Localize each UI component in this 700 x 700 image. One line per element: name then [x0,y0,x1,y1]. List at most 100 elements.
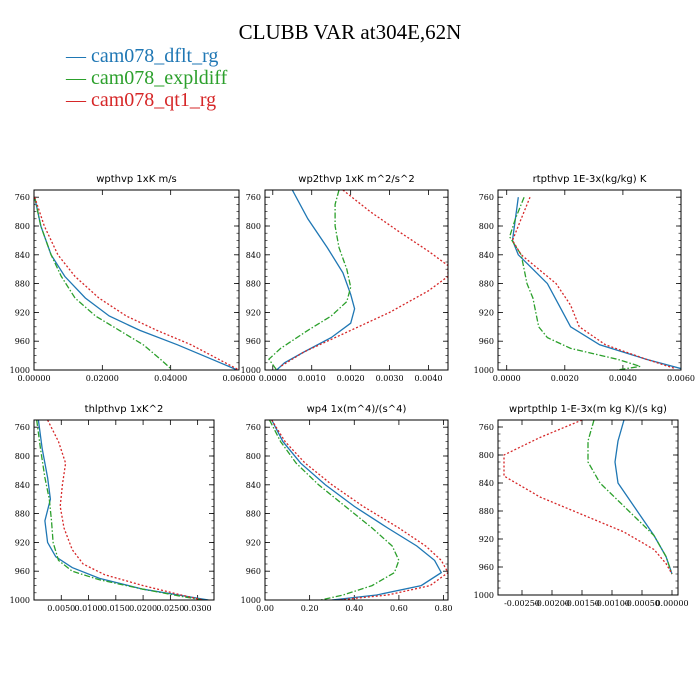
legend-line: — [66,45,91,67]
x-tick-label: 0.06000 [222,374,255,383]
y-tick-label: 1000 [241,366,261,375]
x-tick-label: 0.0020 [337,374,365,383]
y-tick-label: 880 [15,510,30,519]
y-tick-label: 760 [479,423,494,432]
x-tick-label: 0.0100 [75,604,103,613]
panel-6: wprtpthlp 1-E-3x(m kg K)/(s kg) 760 800 840… [474,404,689,608]
series-line-cam078_qt1_rg [503,420,673,575]
y-tick-label: 840 [246,251,261,260]
x-tick-label: 0.0030 [376,374,404,383]
panel-frame [497,189,682,371]
y-tick-label: 760 [246,193,261,202]
panel-title: wprtpthlp 1-E-3x(m kg K)/(s kg) [509,404,667,415]
y-tick-label: 800 [15,452,30,461]
panel-frame [497,419,679,596]
x-tick-label: 0.0000 [493,374,521,383]
y-tick-label: 800 [479,222,494,231]
y-tick-label: 960 [246,567,261,576]
x-tick-label: 0.0040 [415,374,443,383]
x-tick-label: 0.0200 [129,604,157,613]
y-tick-label: 880 [246,510,261,519]
series-line-cam078_dflt_rg [271,420,443,600]
x-tick-label: 0.0050 [47,604,75,613]
x-tick-label: 0.0040 [609,374,637,383]
panel-title: wp4 1x(m^4)/(s^4) [307,404,407,415]
x-tick-label: 0.00000 [17,374,50,383]
y-tick-label: 840 [479,251,494,260]
y-tick-label: 960 [479,337,494,346]
y-tick-label: 760 [15,423,30,432]
panel-frame [33,419,215,601]
panel-3: rtpthvp 1E-3x(kg/kg) K 760 800 840 880 920 960… [474,174,695,383]
x-tick-label: -0.00200 [534,599,570,608]
y-tick-label: 800 [479,451,494,460]
y-tick-label: 880 [479,280,494,289]
series-line-cam078_qt1_rg [34,196,239,370]
x-tick-label: 0.02000 [86,374,119,383]
series-line-cam078_expldiff [268,190,352,370]
panel-frame [264,419,449,601]
x-tick-label: 0.0150 [102,604,130,613]
y-tick-label: 800 [246,222,261,231]
panel-4: thlpthvp 1xK^2 760 800 840 880 920 960 1000 0.00… [10,404,215,613]
y-tick-label: 920 [479,308,494,317]
x-tick-label: 0.0250 [156,604,184,613]
y-tick-label: 1000 [474,591,494,600]
y-tick-label: 920 [15,538,30,547]
y-tick-label: 840 [15,481,30,490]
x-tick-label: -0.00100 [594,599,630,608]
y-tick-label: 760 [246,423,261,432]
legend-label: cam078_qt1_rg [91,89,217,111]
legend-label: cam078_expldiff [91,67,228,89]
y-tick-label: 960 [479,563,494,572]
y-tick-label: 1000 [10,596,30,605]
y-tick-label: 840 [479,479,494,488]
y-tick-label: 840 [246,481,261,490]
x-tick-label: 0.20 [301,604,319,613]
y-tick-label: 1000 [474,366,494,375]
x-tick-label: 0.0000 [259,374,287,383]
series-line-cam078_qt1_rg [271,420,448,600]
x-tick-label: 0.04000 [154,374,187,383]
x-tick-label: 0.0010 [298,374,326,383]
y-tick-label: 760 [15,193,30,202]
y-tick-label: 760 [479,193,494,202]
series-line-cam078_expldiff [36,420,204,600]
panel-frame [33,189,240,371]
y-tick-label: 960 [15,567,30,576]
x-tick-label: 0.00000 [655,599,688,608]
y-tick-label: 960 [246,337,261,346]
legend-entry-dflt: — cam078_dflt_rg [66,45,227,67]
series-line-cam078_qt1_rg [280,190,448,367]
series-line-cam078_qt1_rg [511,196,676,370]
page-title: CLUBB VAR at304E,62N [238,20,462,44]
legend-entry-qt1: — cam078_qt1_rg [66,89,227,111]
legend-label: cam078_dflt_rg [91,45,219,67]
y-tick-label: 920 [246,538,261,547]
y-tick-label: 960 [15,337,30,346]
panel-1: wpthvp 1xK m/s 760 800 840 880 920 960 10000.00… [10,174,256,383]
y-tick-label: 1000 [241,596,261,605]
y-tick-label: 920 [479,535,494,544]
series-line-cam078_dflt_rg [37,420,209,600]
series-line-cam078_dflt_rg [276,190,356,370]
series-line-cam078_dflt_rg [614,420,673,575]
x-tick-label: 0.80 [435,604,453,613]
panel-5: wp4 1x(m^4)/(s^4)76080084088092096010000… [241,404,453,613]
x-tick-label: 0.00 [256,604,274,613]
y-tick-label: 840 [15,251,30,260]
series-line-cam078_qt1_rg [47,420,204,600]
panel-title: thlpthvp 1xK^2 [85,404,164,415]
series-line-cam078_expldiff [587,420,673,575]
y-tick-label: 880 [15,280,30,289]
legend-entry-expldiff: — cam078_expldiff [66,67,227,89]
series-line-cam078_expldiff [508,196,641,370]
x-tick-label: 0.60 [390,604,408,613]
x-tick-label: -0.00250 [504,599,540,608]
y-tick-label: 880 [246,280,261,289]
panel-title: rtpthvp 1E-3x(kg/kg) K [533,174,647,185]
x-tick-label: 0.0060 [667,374,695,383]
series-line-cam078_expldiff [34,197,172,370]
panel-title: wp2thvp 1xK m^2/s^2 [298,174,414,185]
